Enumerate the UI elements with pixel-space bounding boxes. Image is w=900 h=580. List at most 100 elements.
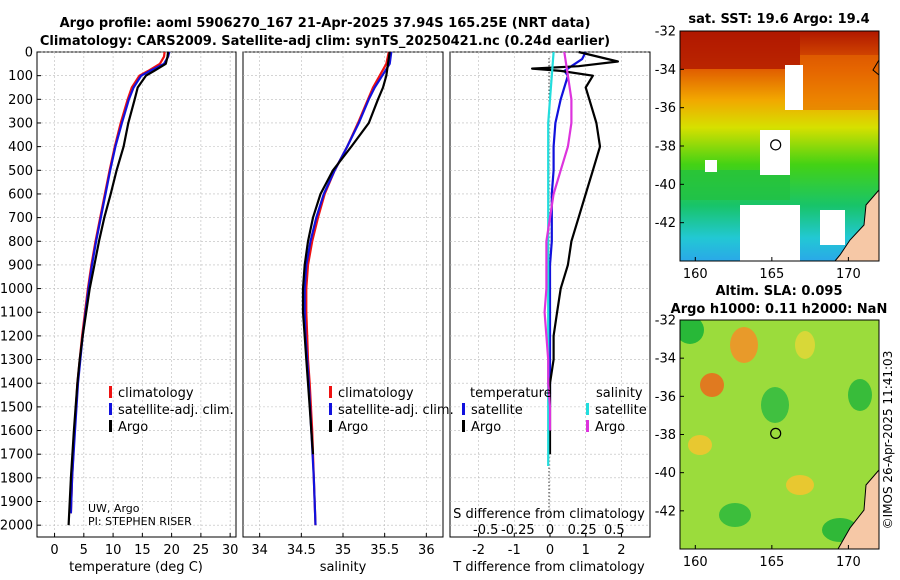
map-y-tick-label: -34	[655, 63, 676, 78]
legend-satellite-label: satellite-adj. clim.	[338, 403, 454, 418]
y-tick-label: 200	[8, 93, 33, 108]
x-tick-label: 0	[50, 543, 58, 558]
legend-temp-argo-label: Argo	[471, 420, 501, 435]
map-y-tick-label: -32	[655, 314, 676, 329]
map-x-tick-label: 165	[759, 267, 784, 282]
difference-xlabel: T difference from climatology	[452, 560, 645, 575]
sst-coastline	[834, 189, 879, 261]
sla-map	[680, 320, 879, 549]
imos-watermark: ©IMOS 26-Apr-2025 11:41:03	[881, 351, 895, 530]
sst-coastline-north	[872, 59, 879, 76]
x-tick-label-secondary: 0.5	[604, 523, 625, 538]
salinity-legend: climatology satellite-adj. clim. Argo	[329, 386, 454, 435]
y-tick-label: 1200	[0, 329, 33, 344]
map-x-tick-label: 160	[683, 267, 708, 282]
x-tick-label-secondary: 0	[546, 523, 554, 538]
salinity-lines	[301, 51, 393, 526]
x-tick-label: 10	[105, 543, 122, 558]
map-y-tick-label: -36	[655, 101, 676, 116]
legend-satellite-swatch	[109, 403, 112, 415]
x-tick-label: 25	[193, 543, 210, 558]
legend-sal-satellite-swatch	[586, 403, 589, 415]
x-tick-label-secondary: 0.25	[568, 523, 597, 538]
sla-orange-blob	[700, 373, 724, 397]
temperature-grid	[37, 51, 236, 537]
sst-map-ticks: 160 165 170 -32 -34 -36 -38 -40 -42	[655, 25, 861, 283]
sst-missing-5	[705, 160, 717, 172]
y-tick-label: 1700	[0, 448, 33, 463]
map-y-tick-label: -42	[655, 216, 676, 231]
temperature-panel	[36, 51, 237, 538]
x-tick-label: 35	[335, 543, 352, 558]
y-tick-label: 1100	[0, 306, 33, 321]
sst-missing-4	[820, 210, 845, 245]
legend-climatology-swatch	[109, 386, 112, 398]
sst-float-marker	[770, 139, 782, 151]
y-tick-label: 1400	[0, 377, 33, 392]
sla-map-ticks: 160 165 170 -32 -34 -36 -38 -40 -42	[655, 314, 861, 571]
sst-missing-2	[760, 130, 790, 175]
sla-map-title-2: Argo h1000: 0.11 h2000: NaN	[671, 302, 888, 317]
y-tick-label: 1800	[0, 471, 33, 486]
legend-argo-swatch	[329, 420, 332, 432]
sla-yellow-blob	[795, 331, 815, 359]
legend-climatology-label: climatology	[118, 386, 194, 401]
sla-green-blob	[761, 387, 789, 423]
sla-map-title: Altim. SLA: 0.095	[716, 284, 843, 299]
legend-temp-argo-swatch	[462, 420, 465, 432]
temperature-legend: climatology satellite-adj. clim. Argo	[109, 386, 234, 435]
y-tick-label: 600	[8, 187, 33, 202]
map-y-tick-label: -36	[655, 390, 676, 405]
difference-lines	[530, 50, 620, 466]
x-tick-label-secondary: -0.5	[473, 523, 498, 538]
series-line-temperature-satellite	[548, 51, 587, 407]
map-y-tick-label: -40	[655, 178, 676, 193]
x-tick-label: 34	[251, 543, 268, 558]
series-line-argo	[67, 51, 170, 526]
sst-warm-patch	[680, 31, 800, 69]
x-tick-label: 5	[80, 543, 88, 558]
sla-yellow-blob	[786, 475, 814, 495]
temperature-xlabel: temperature (deg C)	[69, 560, 203, 575]
salinity-grid	[243, 51, 443, 537]
x-tick-label: 30	[222, 543, 239, 558]
salinity-diff-tick-labels: -0.5 -0.25 0 0.25 0.5	[473, 523, 625, 538]
map-y-tick-label: -40	[655, 466, 676, 481]
sla-green-blob	[680, 320, 704, 344]
sst-missing-1	[785, 65, 803, 110]
salinity-diff-xlabel: S difference from climatology	[453, 507, 645, 522]
x-tick-label: -1	[508, 543, 521, 558]
series-line-climatology	[69, 51, 166, 514]
legend-salinity-title: salinity	[596, 386, 643, 401]
x-tick-label: 35.5	[370, 543, 399, 558]
temperature-x-tick-labels: 0 5 10 15 20 25 30	[50, 533, 238, 558]
x-tick-label: 20	[163, 543, 180, 558]
map-x-tick-label: 170	[836, 555, 861, 570]
sst-land	[835, 190, 879, 261]
title-line-1: Argo profile: aoml 5906270_167 21-Apr-20…	[60, 16, 591, 31]
y-tick-label: 300	[8, 116, 33, 131]
y-tick-label: 100	[8, 69, 33, 84]
sst-map	[680, 31, 879, 261]
y-tick-label: 1300	[0, 353, 33, 368]
y-tick-label: 0	[25, 46, 33, 61]
legend-temp-satellite-label: satellite	[471, 403, 523, 418]
x-tick-label-secondary: -0.25	[501, 523, 535, 538]
sla-green-blob	[719, 503, 751, 527]
y-tick-label: 2000	[0, 519, 33, 534]
map-y-tick-label: -38	[655, 140, 676, 155]
legend-sal-argo-swatch	[586, 420, 589, 432]
y-tick-label: 1500	[0, 400, 33, 415]
legend-sal-argo-label: Argo	[595, 420, 625, 435]
credit-line-2: PI: STEPHEN RISER	[88, 515, 192, 528]
legend-temperature-title: temperature	[470, 386, 552, 401]
y-tick-label: 400	[8, 140, 33, 155]
legend-sal-satellite-label: satellite	[595, 403, 647, 418]
map-x-tick-label: 170	[836, 267, 861, 282]
sla-orange-blob	[730, 327, 758, 363]
legend-argo-label: Argo	[118, 420, 148, 435]
map-y-tick-label: -42	[655, 504, 676, 519]
sla-field	[680, 320, 879, 549]
legend-temp-satellite-swatch	[462, 403, 465, 415]
